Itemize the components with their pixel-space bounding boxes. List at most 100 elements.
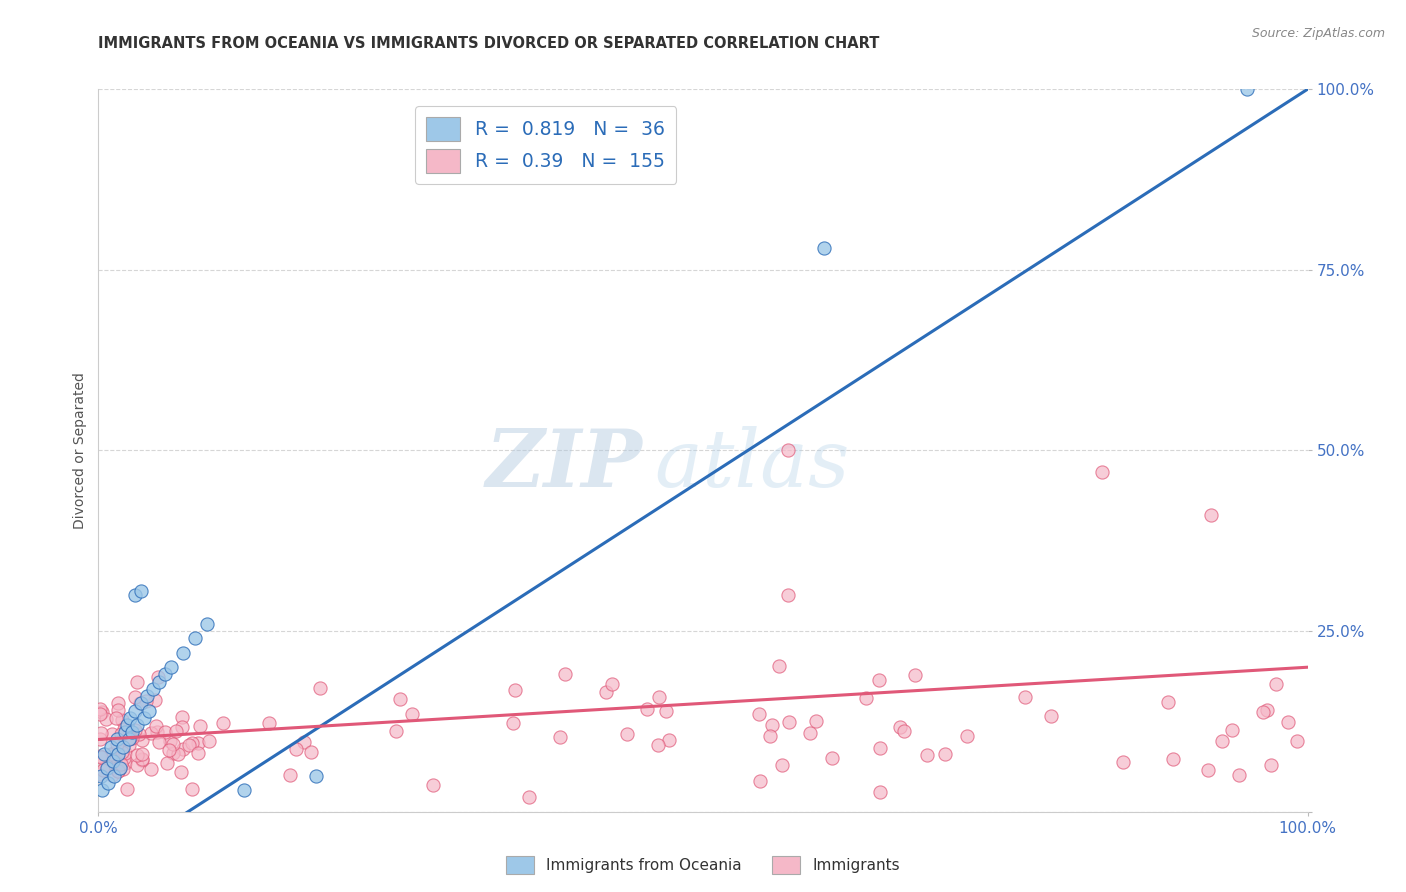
Point: [187, 736, 209, 750]
Point: [172, 741, 194, 756]
Point: [148, 674, 170, 689]
Point: [127, 718, 149, 732]
Point: [117, 728, 139, 742]
Point: [90, 749, 112, 764]
Point: [121, 725, 143, 739]
Point: [129, 696, 152, 710]
Point: [309, 681, 332, 695]
Point: [124, 723, 146, 738]
Point: [101, 768, 124, 782]
Point: [143, 692, 166, 706]
Point: [89, 749, 111, 764]
Point: [107, 696, 129, 710]
Point: [1211, 733, 1233, 747]
Point: [647, 690, 669, 705]
Point: [125, 748, 148, 763]
Point: [1227, 767, 1250, 781]
Point: [138, 704, 160, 718]
Point: [292, 735, 315, 749]
Point: [768, 659, 790, 673]
Text: Source: ZipAtlas.com: Source: ZipAtlas.com: [1251, 27, 1385, 40]
Point: [103, 746, 125, 760]
Point: [749, 773, 772, 788]
Point: [101, 727, 124, 741]
Point: [110, 727, 132, 741]
Point: [305, 769, 328, 783]
Point: [111, 713, 134, 727]
Point: [422, 778, 444, 792]
Point: [107, 764, 129, 778]
Point: [110, 733, 132, 747]
Point: [1251, 706, 1274, 720]
Point: [1265, 677, 1288, 691]
Point: [141, 726, 163, 740]
Point: [107, 747, 129, 761]
Point: [770, 758, 793, 772]
Point: [156, 756, 179, 770]
Point: [114, 725, 136, 739]
Point: [89, 702, 111, 716]
Point: [299, 745, 322, 759]
Point: [1256, 703, 1278, 717]
Point: [778, 715, 800, 730]
Point: [600, 677, 623, 691]
Point: [160, 660, 183, 674]
Y-axis label: Divorced or Separated: Divorced or Separated: [73, 372, 87, 529]
Point: [748, 707, 770, 722]
Point: [761, 718, 783, 732]
Point: [1199, 508, 1222, 523]
Point: [177, 738, 200, 752]
Point: [89, 767, 111, 781]
Point: [121, 731, 143, 745]
Point: [647, 739, 669, 753]
Point: [90, 705, 112, 719]
Point: [114, 746, 136, 760]
Point: [91, 783, 114, 797]
Point: [117, 723, 139, 737]
Point: [124, 704, 146, 718]
Point: [145, 718, 167, 732]
Point: [90, 769, 112, 783]
Point: [112, 762, 135, 776]
Point: [855, 690, 877, 705]
Text: ZIP: ZIP: [485, 426, 643, 504]
Point: [118, 738, 141, 752]
Point: [101, 754, 124, 768]
Point: [107, 764, 129, 778]
Point: [548, 730, 571, 744]
Point: [103, 769, 125, 783]
Point: [869, 740, 891, 755]
Point: [100, 747, 122, 762]
Point: [89, 707, 111, 722]
Point: [117, 718, 139, 732]
Point: [90, 725, 112, 739]
Point: [278, 768, 301, 782]
Point: [184, 632, 207, 646]
Point: [181, 736, 204, 750]
Point: [111, 745, 134, 759]
Point: [159, 734, 181, 748]
Point: [1277, 714, 1299, 729]
Point: [129, 584, 152, 599]
Point: [868, 673, 890, 687]
Point: [100, 739, 122, 754]
Point: [934, 747, 956, 761]
Point: [212, 715, 235, 730]
Point: [94, 712, 117, 726]
Point: [94, 757, 117, 772]
Point: [758, 729, 780, 743]
Point: [110, 756, 132, 771]
Point: [153, 667, 176, 681]
Point: [105, 737, 128, 751]
Point: [155, 725, 177, 739]
Point: [904, 667, 927, 681]
Point: [108, 761, 131, 775]
Point: [134, 711, 156, 725]
Point: [135, 689, 157, 703]
Point: [124, 588, 146, 602]
Point: [554, 667, 576, 681]
Point: [1260, 757, 1282, 772]
Point: [172, 646, 194, 660]
Point: [188, 719, 211, 733]
Point: [956, 729, 979, 743]
